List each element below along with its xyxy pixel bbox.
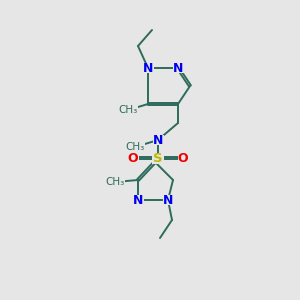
Bar — [178, 153, 188, 163]
Text: CH₃: CH₃ — [105, 177, 124, 187]
Text: CH₃: CH₃ — [118, 105, 138, 115]
Bar — [152, 135, 164, 145]
Text: CH₃: CH₃ — [125, 142, 145, 152]
Text: O: O — [178, 152, 188, 164]
Bar — [152, 152, 164, 164]
Bar — [125, 142, 145, 152]
Text: N: N — [163, 194, 173, 206]
Text: N: N — [133, 194, 143, 206]
Bar — [163, 195, 173, 205]
Text: N: N — [143, 61, 153, 74]
Text: S: S — [153, 152, 163, 164]
Text: N: N — [173, 61, 183, 74]
Bar — [172, 63, 184, 73]
Bar — [128, 153, 139, 163]
Text: O: O — [128, 152, 138, 164]
Bar — [118, 106, 138, 115]
Bar — [133, 195, 143, 205]
Text: N: N — [153, 134, 163, 146]
Bar — [142, 63, 154, 73]
Bar — [105, 178, 125, 187]
